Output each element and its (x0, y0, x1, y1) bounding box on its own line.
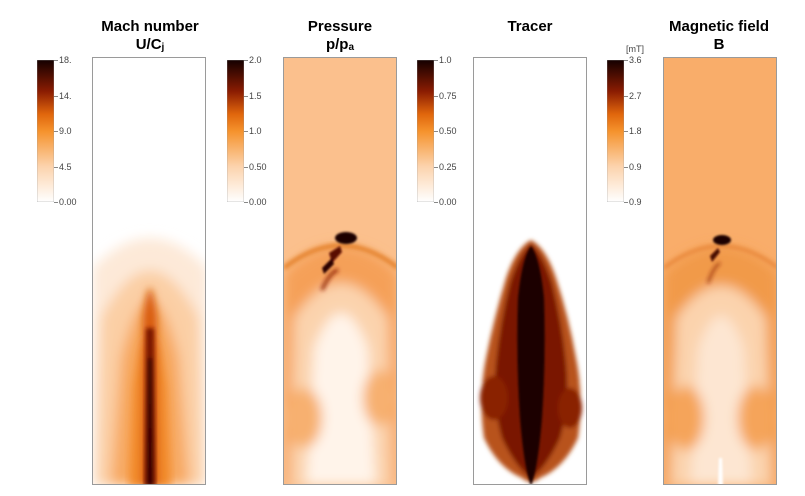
tick-label-magnetic-2: 1.8 (629, 126, 642, 136)
panel-title-magnetic: Magnetic field B (634, 18, 804, 54)
tick-label-mach-0: 18. (59, 55, 72, 65)
panel-title-pressure: Pressure p/pa (255, 18, 425, 57)
tick-label-pressure-4: 0.00 (249, 197, 267, 207)
tick-mark (434, 167, 438, 168)
colorbar-mach (37, 60, 54, 202)
tick-mark (434, 202, 438, 203)
tick-label-pressure-2: 1.0 (249, 126, 262, 136)
panel-title-mach-name: Mach number (101, 18, 199, 35)
tick-label-pressure-1: 1.5 (249, 91, 262, 101)
panel-title-magnetic-name: Magnetic field (668, 18, 769, 35)
tick-mark (54, 96, 58, 97)
panel-title-mach-symbol: U/Cj (135, 36, 165, 53)
tick-mark (434, 60, 438, 61)
field-panel-pressure (283, 57, 397, 485)
panel-title-tracer-name: Tracer (507, 18, 553, 35)
field-panel-mach (92, 57, 206, 485)
panel-title-tracer: Tracer (445, 18, 615, 36)
field-panel-tracer (473, 57, 587, 485)
tick-label-mach-2: 9.0 (59, 126, 72, 136)
tick-mark (54, 202, 58, 203)
tick-mark (624, 60, 628, 61)
panel-title-magnetic-symbol: B (713, 36, 725, 53)
tick-label-magnetic-0: 3.6 (629, 55, 642, 65)
field-panel-magnetic (663, 57, 777, 485)
panel-title-pressure-name: Pressure (307, 18, 373, 35)
tick-label-mach-1: 14. (59, 91, 72, 101)
tick-label-mach-4: 0.00 (59, 197, 77, 207)
tick-mark (244, 96, 248, 97)
tick-mark (434, 131, 438, 132)
tick-mark (624, 167, 628, 168)
tick-label-pressure-0: 2.0 (249, 55, 262, 65)
tick-mark (54, 60, 58, 61)
tick-mark (434, 96, 438, 97)
tick-mark (244, 202, 248, 203)
colorbar-tracer (417, 60, 434, 202)
tick-mark (624, 96, 628, 97)
tick-label-tracer-3: 0.25 (439, 162, 457, 172)
panel-title-mach: Mach number U/Cj (65, 18, 235, 57)
panel-title-pressure-symbol: p/pa (325, 36, 355, 53)
colorbar-magnetic-unit: [mT] (626, 44, 644, 54)
tick-label-magnetic-4: 0.9 (629, 197, 642, 207)
tick-mark (244, 167, 248, 168)
tick-label-pressure-3: 0.50 (249, 162, 267, 172)
tick-mark (54, 131, 58, 132)
tick-label-tracer-2: 0.50 (439, 126, 457, 136)
tick-mark (244, 60, 248, 61)
tick-mark (244, 131, 248, 132)
tick-label-tracer-0: 1.0 (439, 55, 452, 65)
colorbar-pressure (227, 60, 244, 202)
tick-label-tracer-1: 0.75 (439, 91, 457, 101)
tick-label-magnetic-3: 0.9 (629, 162, 642, 172)
tick-mark (624, 202, 628, 203)
tick-label-tracer-4: 0.00 (439, 197, 457, 207)
tick-mark (624, 131, 628, 132)
colorbar-magnetic (607, 60, 624, 202)
tick-label-magnetic-1: 2.7 (629, 91, 642, 101)
tick-mark (54, 167, 58, 168)
tick-label-mach-3: 4.5 (59, 162, 72, 172)
